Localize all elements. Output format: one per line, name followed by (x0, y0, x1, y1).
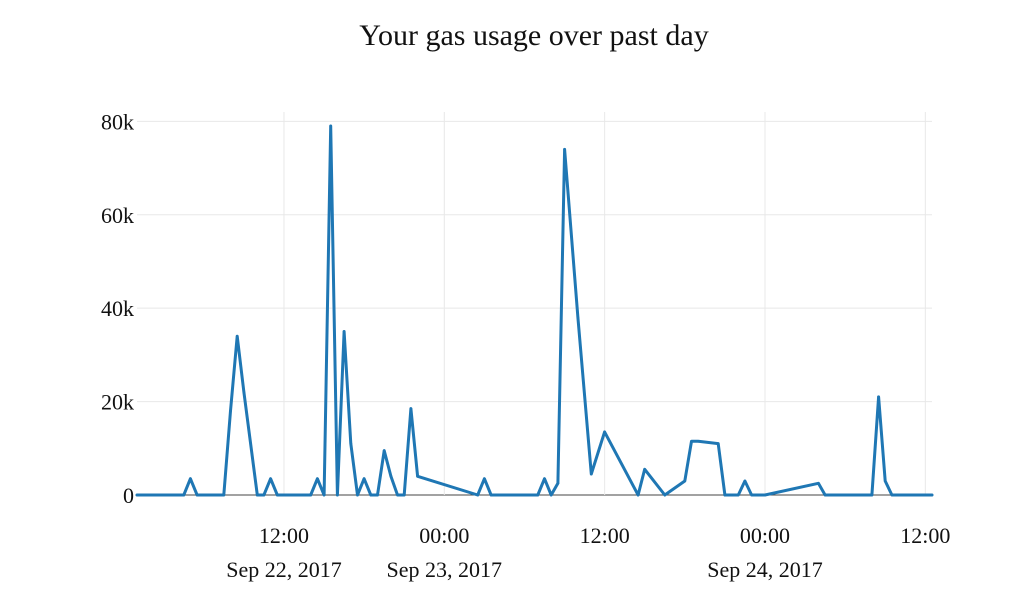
chart-title: Your gas usage over past day (359, 19, 708, 52)
data-point (182, 493, 186, 497)
y-tick-label: 20k (101, 390, 134, 415)
data-point (757, 493, 760, 497)
data-point (316, 477, 319, 481)
data-point (590, 472, 593, 476)
data-point (269, 477, 272, 481)
data-point (382, 449, 386, 452)
gas-usage-line (135, 124, 934, 497)
data-point (696, 440, 700, 443)
data-point (396, 493, 399, 497)
data-point (716, 442, 720, 445)
data-point (476, 493, 480, 497)
data-point (636, 493, 640, 497)
data-point (229, 409, 232, 413)
x-tick-label: 00:00 (740, 523, 790, 548)
x-axis-ticks: 12:00 Sep 22, 2017 00:00 Sep 23, 2017 12:00 0… (226, 523, 950, 582)
x-tick-label: 00:00 (419, 523, 469, 548)
data-point (195, 493, 199, 497)
data-point (737, 493, 740, 497)
gridlines (137, 112, 932, 496)
data-point (723, 493, 727, 497)
x-tick-date-label: Sep 22, 2017 (226, 557, 342, 582)
data-point (483, 477, 486, 481)
data-points (135, 124, 934, 497)
data-point (356, 493, 359, 497)
data-point (743, 479, 747, 483)
data-point (543, 477, 546, 481)
data-point (730, 493, 733, 497)
x-tick-label: 12:00 (580, 523, 630, 548)
data-point (255, 493, 259, 497)
data-point (276, 493, 279, 497)
data-point (576, 316, 580, 319)
data-point (262, 493, 266, 497)
data-point (683, 479, 687, 483)
data-point (322, 493, 326, 497)
data-point (235, 334, 239, 338)
data-point (302, 493, 306, 497)
data-point (883, 479, 887, 483)
data-point (663, 493, 667, 497)
data-point (556, 482, 560, 485)
data-point (409, 407, 413, 410)
data-point (342, 330, 346, 333)
data-point (489, 493, 493, 497)
data-point (563, 148, 566, 151)
y-tick-label: 60k (101, 203, 134, 228)
data-point (402, 493, 406, 497)
y-axis-ticks: 0 20k 40k 60k 80k (101, 109, 134, 508)
data-point (877, 395, 880, 399)
data-point (823, 493, 827, 497)
data-point (890, 493, 894, 497)
data-point (930, 493, 934, 497)
data-point (242, 390, 246, 394)
data-point (416, 475, 419, 478)
data-point (750, 493, 753, 497)
y-tick-label: 0 (123, 483, 134, 508)
data-point (309, 493, 313, 497)
x-tick-label: 12:00 (900, 523, 950, 548)
data-point (362, 477, 366, 481)
data-point (817, 482, 820, 485)
data-point (222, 493, 226, 497)
data-point (336, 493, 339, 497)
data-point (369, 493, 373, 497)
data-point (763, 493, 767, 497)
y-tick-label: 40k (101, 296, 134, 321)
data-point (376, 493, 379, 497)
data-point (389, 475, 393, 478)
x-tick-date-label: Sep 24, 2017 (707, 557, 823, 582)
data-point (603, 430, 606, 434)
data-point (189, 477, 192, 481)
data-point (135, 493, 139, 497)
data-point (870, 493, 874, 497)
data-point (690, 440, 693, 443)
data-point (349, 442, 353, 445)
x-tick-label: 12:00 (259, 523, 309, 548)
x-tick-date-label: Sep 23, 2017 (387, 557, 503, 582)
data-point (329, 124, 333, 128)
data-point (549, 493, 553, 497)
y-tick-label: 80k (101, 109, 134, 134)
data-point (536, 493, 540, 497)
data-point (643, 468, 646, 471)
